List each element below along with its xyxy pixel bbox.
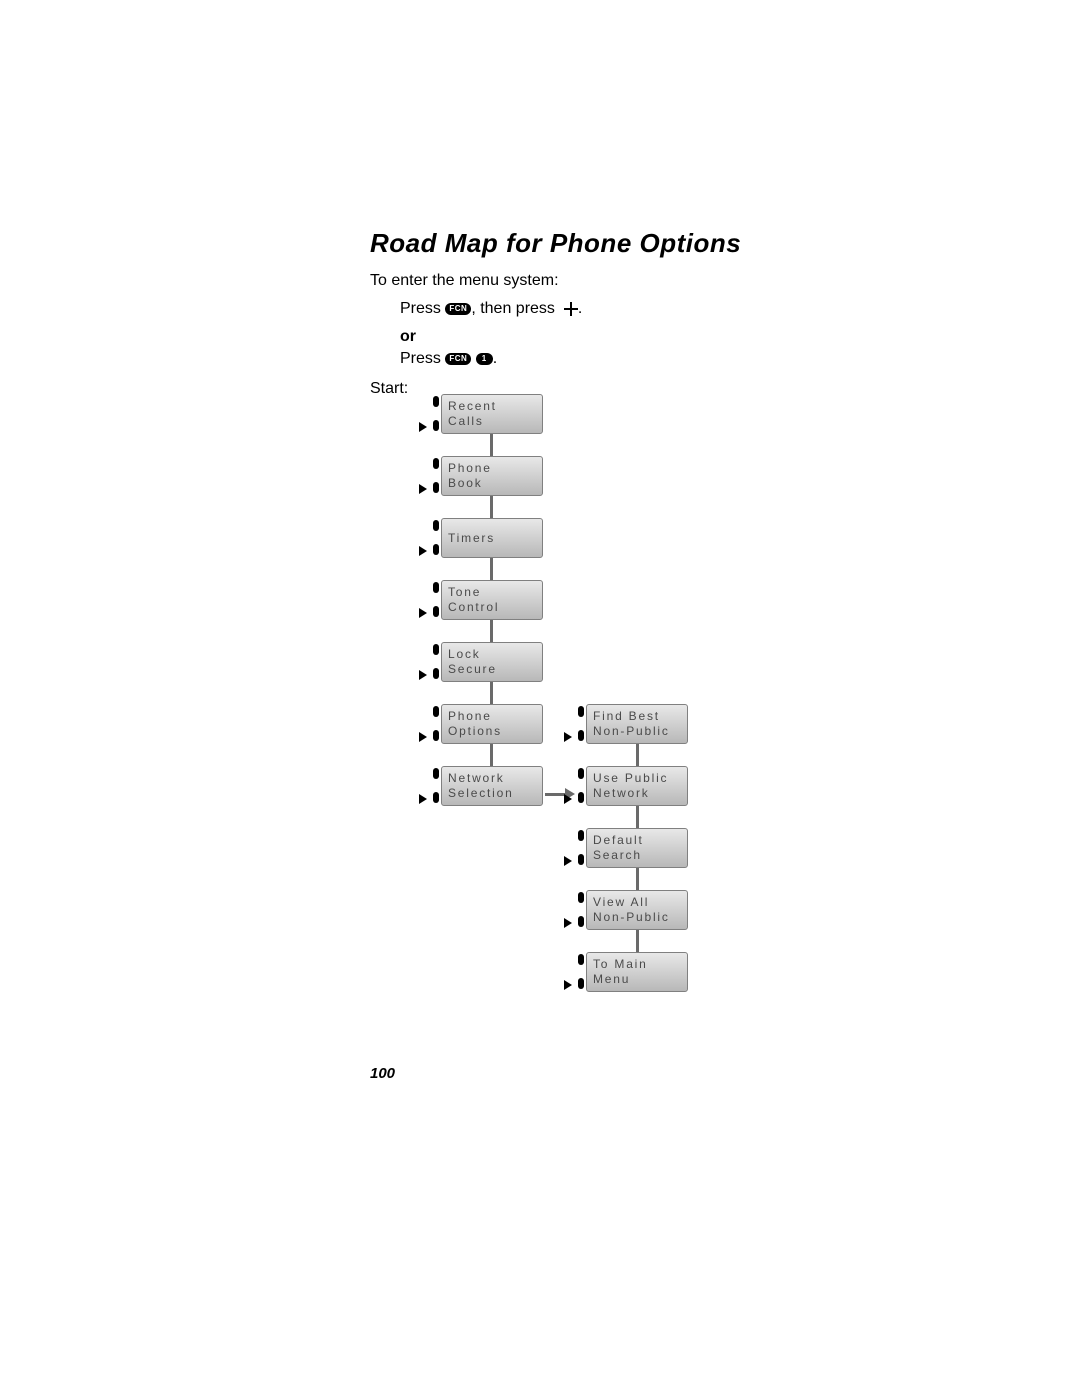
menu-item-line2: Control: [448, 600, 536, 615]
page-number: 100: [370, 1065, 395, 1082]
connector-hline: [545, 793, 565, 796]
page: Road Map for Phone Options To enter the …: [0, 0, 1080, 1397]
menu-nub-icon: [423, 766, 439, 806]
connector-vline: [490, 744, 493, 766]
menu-item-line2: Menu: [593, 972, 681, 987]
menu-item-line1: To Main: [593, 957, 681, 972]
menu-item-line1: Use Public: [593, 771, 681, 786]
connector-vline: [490, 620, 493, 642]
menu-nub-icon: [423, 518, 439, 558]
menu-item-line2: Book: [448, 476, 536, 491]
connector-vline: [490, 496, 493, 518]
fcn-key-icon: FCN: [445, 303, 471, 315]
connector-vline: [636, 744, 639, 766]
connector-vline: [490, 682, 493, 704]
then-press-label: , then press: [471, 300, 555, 317]
menu-item-line2: Search: [593, 848, 681, 863]
menu-item: Find BestNon-Public: [586, 704, 688, 744]
menu-nub-icon: [423, 580, 439, 620]
fcn-key-icon-2: FCN: [445, 353, 471, 365]
menu-item-line2: Non-Public: [593, 724, 681, 739]
menu-nub-icon: [423, 394, 439, 434]
menu-item-line1: View All: [593, 895, 681, 910]
menu-item: ToneControl: [441, 580, 543, 620]
press-label-2: Press: [400, 350, 441, 367]
menu-nub-icon: [568, 704, 584, 744]
menu-item-line1: Phone: [448, 709, 536, 724]
press-label: Press: [400, 300, 441, 317]
menu-nub-icon: [568, 952, 584, 992]
menu-item-line2: Calls: [448, 414, 536, 429]
connector-vline: [636, 930, 639, 952]
connector-vline: [636, 806, 639, 828]
menu-item-line2: Secure: [448, 662, 536, 677]
menu-item-line1: Find Best: [593, 709, 681, 724]
menu-item-line1: Phone: [448, 461, 536, 476]
menu-item: RecentCalls: [441, 394, 543, 434]
menu-item: DefaultSearch: [586, 828, 688, 868]
page-title: Road Map for Phone Options: [370, 228, 741, 259]
connector-vline: [490, 558, 493, 580]
menu-item-line1: Network: [448, 771, 536, 786]
menu-nub-icon: [423, 704, 439, 744]
menu-nub-icon: [568, 828, 584, 868]
menu-item-line2: Network: [593, 786, 681, 801]
menu-item-line2: Options: [448, 724, 536, 739]
menu-item: Use PublicNetwork: [586, 766, 688, 806]
menu-nub-icon: [423, 642, 439, 682]
one-key-icon: 1: [476, 353, 493, 365]
menu-item: View AllNon-Public: [586, 890, 688, 930]
menu-item-line1: Default: [593, 833, 681, 848]
menu-item: PhoneBook: [441, 456, 543, 496]
intro-text: To enter the menu system:: [370, 272, 559, 290]
joystick-icon: [564, 302, 578, 316]
menu-item-line1: Lock: [448, 647, 536, 662]
menu-nub-icon: [568, 766, 584, 806]
menu-nub-icon: [568, 890, 584, 930]
menu-item: PhoneOptions: [441, 704, 543, 744]
menu-nub-icon: [423, 456, 439, 496]
menu-item: NetworkSelection: [441, 766, 543, 806]
menu-item: LockSecure: [441, 642, 543, 682]
connector-vline: [490, 434, 493, 456]
instruction-line-2: Press FCN 1.: [400, 350, 497, 368]
menu-item-line1: Tone: [448, 585, 536, 600]
or-label: or: [400, 328, 416, 346]
menu-item: To MainMenu: [586, 952, 688, 992]
menu-item: Timers: [441, 518, 543, 558]
instruction-line-1: Press FCN, then press .: [400, 300, 582, 318]
connector-vline: [636, 868, 639, 890]
menu-item-line1: Recent: [448, 399, 536, 414]
menu-item-line2: Non-Public: [593, 910, 681, 925]
menu-item-line1: Timers: [448, 531, 536, 546]
menu-item-line2: Selection: [448, 786, 536, 801]
start-label: Start:: [370, 380, 408, 398]
